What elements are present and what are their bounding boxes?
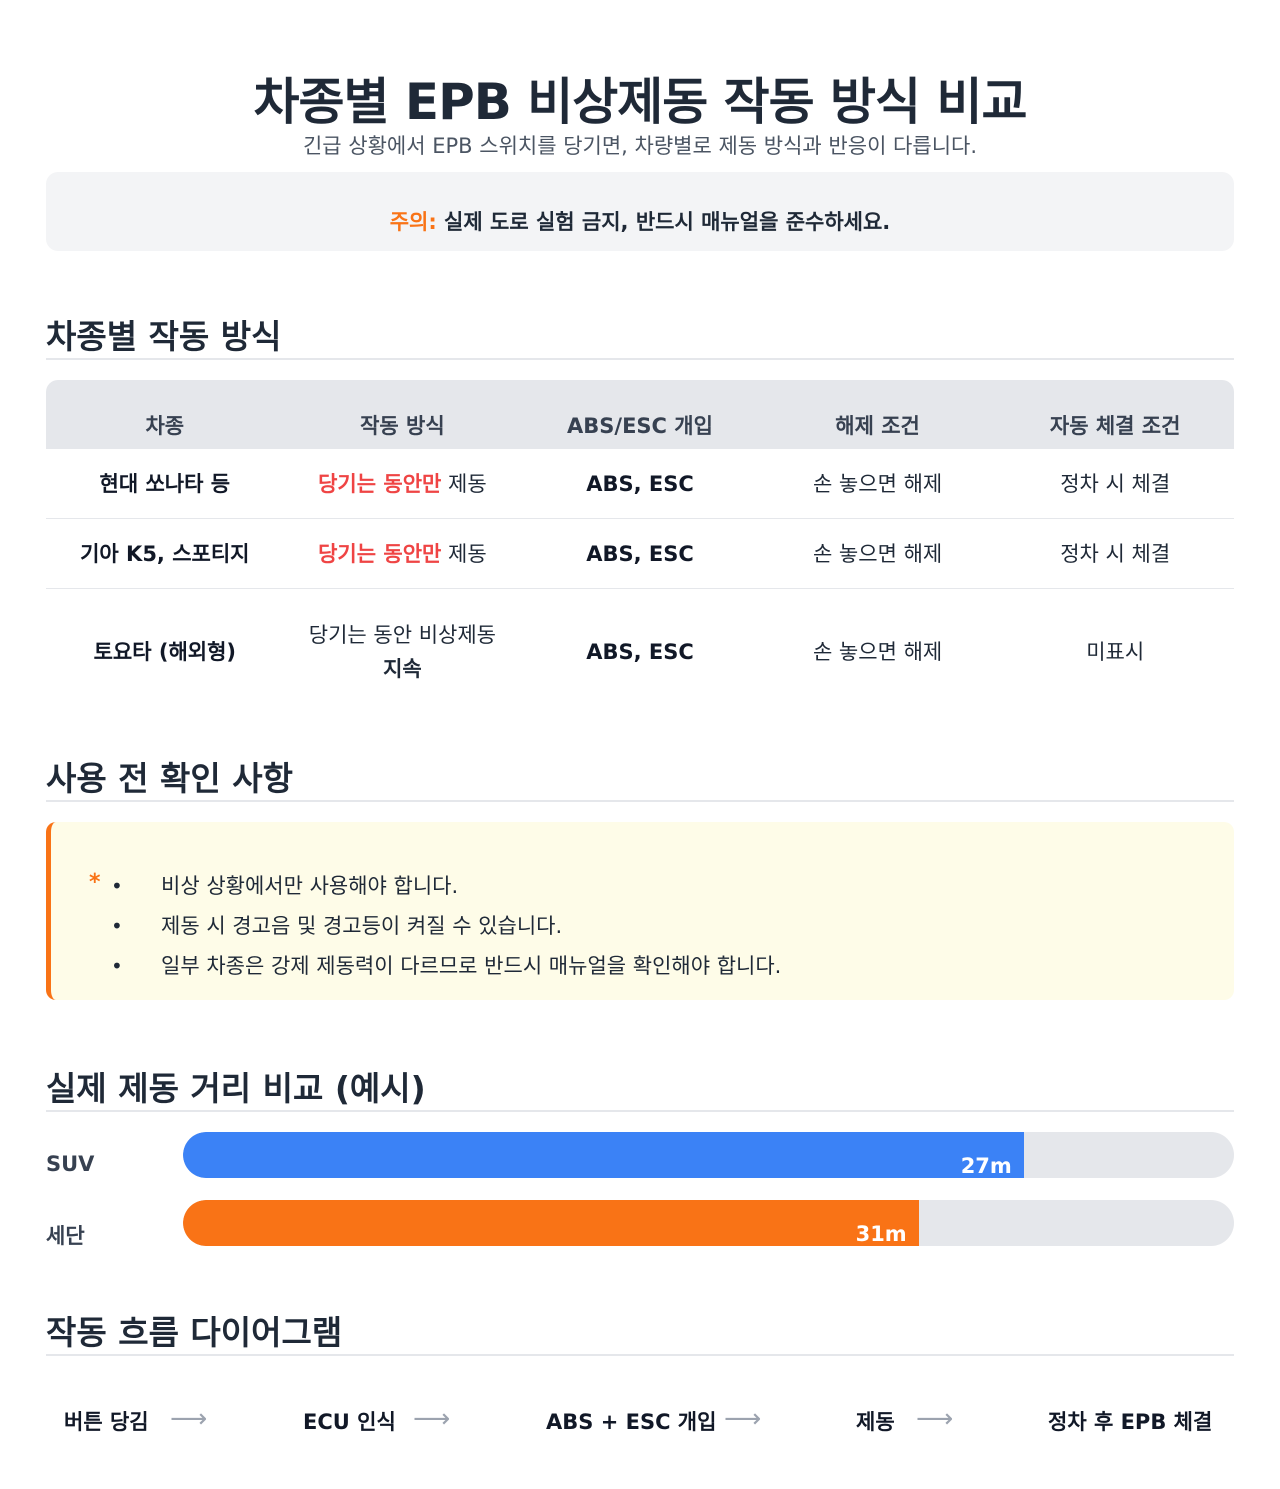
table-row: 기아 K5, 스포티지 당기는 동안만 제동 ABS, ESC 손 놓으면 해제… [46, 519, 1234, 589]
list-item-text: 일부 차종은 강제 제동력이 다르므로 반드시 매뉴얼을 확인해야 합니다. [161, 954, 782, 978]
cell-model: 기아 K5, 스포티지 [80, 541, 250, 566]
warning-label: 주의: [389, 210, 437, 234]
list-item-text: 비상 상황에서만 사용해야 합니다. [161, 874, 459, 898]
cell-method: 당기는 동안만 제동 [284, 467, 522, 501]
checklist-box: * • 비상 상황에서만 사용해야 합니다. • 제동 시 경고음 및 경고등이 켜… [46, 822, 1234, 1000]
section-title-checklist: 사용 전 확인 사항 [46, 752, 1234, 802]
bar-track-suv: 27m [183, 1132, 1234, 1178]
flow-diagram: 버튼 당김 ⟶ ECU 인식 ⟶ ABS + ESC 개입 ⟶ 제동 ⟶ 정차 … [46, 1398, 1234, 1444]
cell-abs: ABS, ESC [586, 541, 694, 566]
bar-sedan: 31m [183, 1200, 919, 1246]
cell-method: 당기는 동안만 제동 [284, 537, 522, 571]
method-rest: 제동 [441, 471, 487, 496]
bullet-icon: • [111, 914, 123, 938]
header-model: 차종 [145, 414, 185, 438]
table-row: 현대 쏘나타 등 당기는 동안만 제동 ABS, ESC 손 놓으면 해제 정차… [46, 449, 1234, 519]
flow-step-epb-lock: 정차 후 EPB 체결 [1048, 1410, 1213, 1434]
cell-auto: 정차 시 체결 [1060, 471, 1171, 496]
arrow-right-icon: ⟶ [170, 1404, 208, 1434]
method-highlight: 당기는 동안만 [318, 541, 442, 566]
arrow-right-icon: ⟶ [413, 1404, 451, 1434]
flow-step-abs-esc: ABS + ESC 개입 [546, 1410, 717, 1434]
method-line2: 지속 [383, 657, 422, 681]
cell-auto: 미표시 [1086, 640, 1145, 664]
header-auto: 자동 체결 조건 [1049, 414, 1181, 438]
page-title: 차종별 EPB 비상제동 작동 방식 비교 [253, 73, 1028, 131]
arrow-right-icon: ⟶ [916, 1404, 954, 1434]
method-rest: 제동 [441, 541, 487, 566]
page-subtitle: 긴급 상황에서 EPB 스위치를 당기면, 차량별로 제동 방식과 반응이 다릅… [302, 134, 978, 158]
cell-abs: ABS, ESC [586, 471, 694, 496]
section-title-flow: 작동 흐름 다이어그램 [46, 1306, 1234, 1356]
header-method: 작동 방식 [360, 414, 445, 438]
cell-release: 손 놓으면 해제 [812, 471, 943, 496]
list-item: • 비상 상황에서만 사용해야 합니다. [111, 866, 781, 906]
cell-release: 손 놓으면 해제 [812, 541, 943, 566]
section-title-distance: 실제 제동 거리 비교 (예시) [46, 1062, 1234, 1112]
bullet-icon: • [111, 874, 123, 898]
warning-text: 실제 도로 실험 금지, 반드시 매뉴얼을 준수하세요. [436, 210, 891, 234]
cell-model: 토요타 (해외형) [93, 640, 237, 664]
flow-step-button-pull: 버튼 당김 [64, 1410, 149, 1434]
section-title-table: 차종별 작동 방식 [46, 310, 1234, 360]
method-line1: 당기는 동안 비상제동 [308, 623, 496, 647]
table-header: 차종 작동 방식 ABS/ESC 개입 해제 조건 자동 체결 조건 [46, 380, 1234, 449]
bar-label-suv: SUV [46, 1152, 95, 1176]
warning-notice: 주의: 실제 도로 실험 금지, 반드시 매뉴얼을 준수하세요. [46, 172, 1234, 251]
list-item: • 제동 시 경고음 및 경고등이 켜질 수 있습니다. [111, 906, 781, 946]
bar-value-suv: 27m [960, 1154, 1012, 1178]
bar-suv: 27m [183, 1132, 1024, 1178]
list-item: • 일부 차종은 강제 제동력이 다르므로 반드시 매뉴얼을 확인해야 합니다. [111, 946, 781, 986]
bullet-icon: • [111, 954, 123, 978]
cell-release: 손 놓으면 해제 [812, 640, 943, 664]
method-highlight: 당기는 동안만 [318, 471, 442, 496]
cell-auto: 정차 시 체결 [1060, 541, 1171, 566]
asterisk-icon: * [89, 870, 101, 895]
list-item-text: 제동 시 경고음 및 경고등이 켜질 수 있습니다. [161, 914, 563, 938]
flow-step-brake: 제동 [856, 1410, 895, 1434]
header-release: 해제 조건 [835, 414, 920, 438]
comparison-table: 차종 작동 방식 ABS/ESC 개입 해제 조건 자동 체결 조건 현대 쏘나… [46, 380, 1234, 715]
flow-step-ecu: ECU 인식 [303, 1410, 396, 1434]
bar-label-sedan: 세단 [46, 1224, 85, 1248]
cell-model: 현대 쏘나타 등 [99, 471, 231, 496]
table-row: 토요타 (해외형) 당기는 동안 비상제동 지속 ABS, ESC 손 놓으면 … [46, 589, 1234, 715]
header-abs: ABS/ESC 개입 [567, 414, 713, 438]
arrow-right-icon: ⟶ [724, 1404, 762, 1434]
bar-track-sedan: 31m [183, 1200, 1234, 1246]
cell-method: 당기는 동안 비상제동 지속 [284, 618, 522, 686]
checklist-list: • 비상 상황에서만 사용해야 합니다. • 제동 시 경고음 및 경고등이 켜질 … [111, 866, 781, 986]
cell-abs: ABS, ESC [586, 640, 694, 664]
bar-value-sedan: 31m [855, 1222, 907, 1246]
